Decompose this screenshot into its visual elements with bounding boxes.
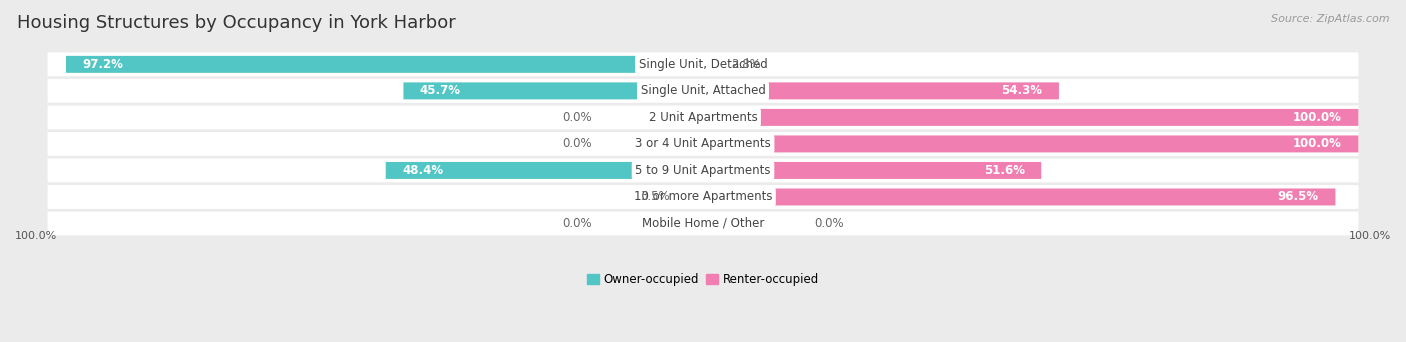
Text: 97.2%: 97.2% [83, 58, 124, 71]
Text: 0.0%: 0.0% [562, 111, 592, 124]
FancyBboxPatch shape [385, 162, 703, 179]
FancyBboxPatch shape [703, 109, 1358, 126]
Text: 51.6%: 51.6% [984, 164, 1025, 177]
FancyBboxPatch shape [48, 105, 1358, 129]
FancyBboxPatch shape [703, 82, 1059, 100]
Text: 2 Unit Apartments: 2 Unit Apartments [648, 111, 758, 124]
Text: Source: ZipAtlas.com: Source: ZipAtlas.com [1271, 14, 1389, 24]
Text: 100.0%: 100.0% [1294, 111, 1341, 124]
Text: 0.0%: 0.0% [814, 217, 844, 230]
FancyBboxPatch shape [703, 162, 1042, 179]
Text: 2.8%: 2.8% [731, 58, 761, 71]
Text: 0.0%: 0.0% [562, 217, 592, 230]
FancyBboxPatch shape [703, 188, 1336, 206]
FancyBboxPatch shape [48, 185, 1358, 209]
FancyBboxPatch shape [48, 212, 1358, 235]
FancyBboxPatch shape [48, 52, 1358, 76]
Text: 0.0%: 0.0% [562, 137, 592, 150]
FancyBboxPatch shape [66, 56, 703, 73]
FancyBboxPatch shape [404, 82, 703, 100]
Text: 5 to 9 Unit Apartments: 5 to 9 Unit Apartments [636, 164, 770, 177]
Text: Mobile Home / Other: Mobile Home / Other [641, 217, 765, 230]
FancyBboxPatch shape [703, 56, 721, 73]
Text: 3.5%: 3.5% [641, 190, 671, 203]
FancyBboxPatch shape [48, 79, 1358, 103]
Text: 3 or 4 Unit Apartments: 3 or 4 Unit Apartments [636, 137, 770, 150]
Text: 100.0%: 100.0% [1348, 231, 1391, 241]
Text: Single Unit, Attached: Single Unit, Attached [641, 84, 765, 97]
Text: 10 or more Apartments: 10 or more Apartments [634, 190, 772, 203]
FancyBboxPatch shape [703, 135, 1358, 153]
Text: 96.5%: 96.5% [1278, 190, 1319, 203]
Text: Single Unit, Detached: Single Unit, Detached [638, 58, 768, 71]
FancyBboxPatch shape [48, 158, 1358, 182]
Legend: Owner-occupied, Renter-occupied: Owner-occupied, Renter-occupied [582, 269, 824, 291]
Text: Housing Structures by Occupancy in York Harbor: Housing Structures by Occupancy in York … [17, 14, 456, 32]
Text: 54.3%: 54.3% [1001, 84, 1042, 97]
Text: 100.0%: 100.0% [15, 231, 58, 241]
Text: 48.4%: 48.4% [402, 164, 443, 177]
FancyBboxPatch shape [48, 132, 1358, 156]
Text: 100.0%: 100.0% [1294, 137, 1341, 150]
Text: 45.7%: 45.7% [420, 84, 461, 97]
FancyBboxPatch shape [681, 188, 703, 206]
